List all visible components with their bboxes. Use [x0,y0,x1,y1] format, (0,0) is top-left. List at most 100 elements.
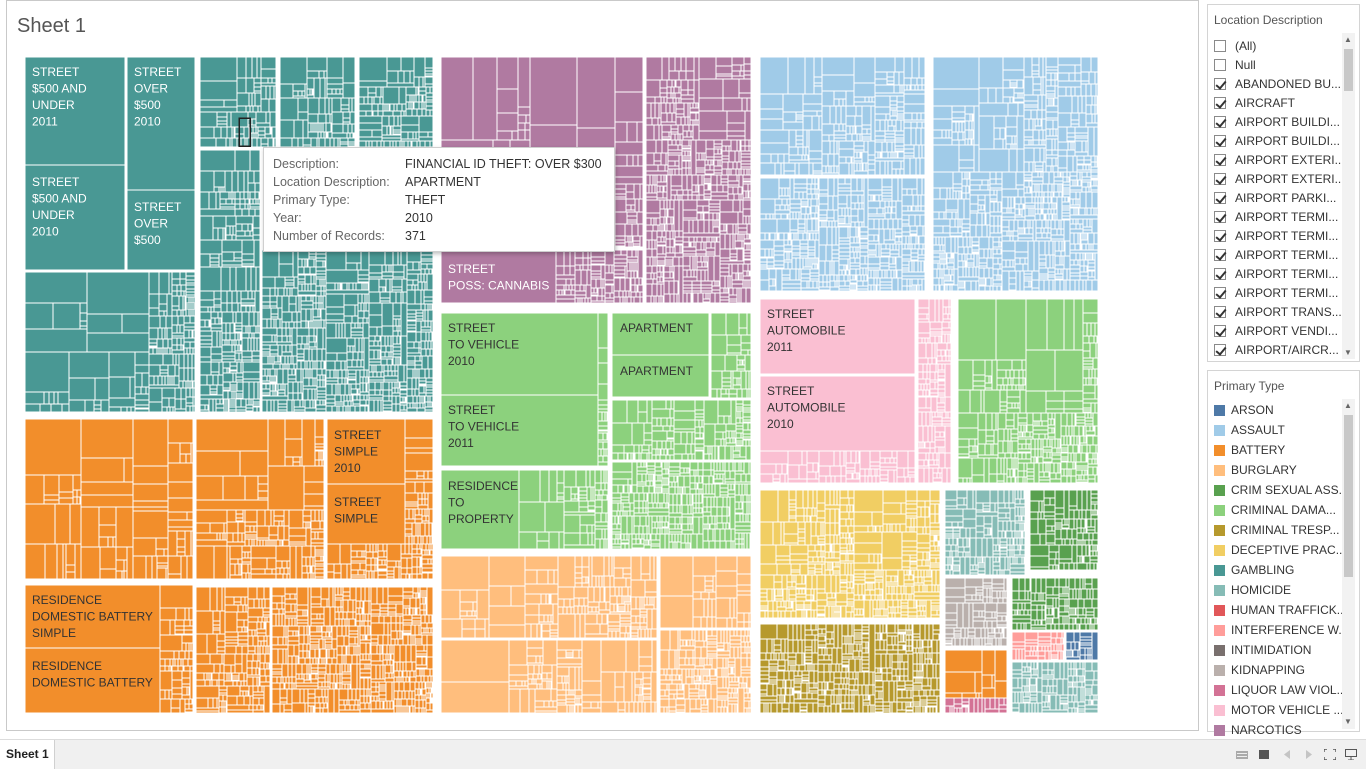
treemap-cell[interactable] [279,56,308,85]
treemap-cell[interactable] [738,92,752,99]
treemap-cell[interactable] [1045,111,1059,119]
treemap-cell[interactable] [623,484,629,494]
treemap-cell[interactable] [737,211,744,225]
treemap-cell[interactable] [949,218,956,228]
treemap-cell[interactable] [659,79,668,89]
treemap-cell[interactable] [472,56,498,141]
treemap-cell[interactable] [963,246,969,255]
treemap-cell[interactable] [687,79,695,91]
treemap-cell[interactable] [626,121,638,143]
treemap-cell[interactable] [247,290,253,300]
treemap-cell[interactable] [162,353,174,366]
treemap-cell[interactable] [1031,279,1040,289]
treemap-cell[interactable] [1016,148,1025,173]
treemap-cell[interactable] [1008,289,1017,292]
treemap-cell[interactable] [605,512,609,523]
treemap-cell[interactable] [235,223,243,232]
treemap-cell[interactable] [256,56,262,79]
treemap-cell[interactable] [174,387,182,400]
treemap-cell[interactable] [315,404,327,410]
treemap-cell[interactable] [992,268,999,276]
treemap-cell[interactable] [1041,94,1047,111]
treemap-cell[interactable] [1069,185,1083,191]
treemap-cell[interactable] [874,78,888,86]
treemap-cell[interactable] [694,443,705,449]
treemap-cell[interactable] [234,208,243,217]
treemap-cell[interactable] [218,361,224,376]
treemap-cell[interactable] [695,249,707,255]
treemap-cell[interactable] [108,351,136,378]
treemap-cell[interactable] [731,283,744,289]
treemap-cell[interactable] [1066,155,1074,173]
treemap-cell[interactable] [683,475,691,488]
treemap-cell[interactable] [126,189,196,271]
treemap-cell[interactable] [418,136,434,142]
treemap-cell[interactable] [1048,279,1054,292]
treemap-cell[interactable] [1014,251,1029,259]
treemap-cell[interactable] [231,137,238,148]
treemap-cell[interactable] [642,485,650,494]
treemap-cell[interactable] [406,364,416,370]
treemap-cell[interactable] [413,76,420,88]
treemap-cell[interactable] [604,284,613,294]
treemap-cell[interactable] [932,56,980,90]
treemap-cell[interactable] [261,395,289,401]
treemap-cell[interactable] [800,206,807,215]
treemap-cell[interactable] [293,399,301,408]
treemap-cell[interactable] [849,226,857,238]
treemap-cell[interactable] [367,96,373,105]
treemap-cell[interactable] [895,168,901,176]
treemap-cell[interactable] [1078,112,1087,128]
treemap-cell[interactable] [261,295,271,303]
treemap-cell[interactable] [315,399,321,406]
treemap-cell[interactable] [818,274,824,283]
treemap-cell[interactable] [661,473,670,479]
treemap-cell[interactable] [719,271,730,277]
treemap-cell[interactable] [989,183,1003,189]
treemap-cell[interactable] [386,56,402,72]
treemap-cell[interactable] [148,364,161,377]
treemap-cell[interactable] [1082,218,1088,228]
treemap-cell[interactable] [555,249,565,267]
treemap-cell[interactable] [802,110,818,117]
treemap-cell[interactable] [838,140,855,150]
treemap-cell[interactable] [235,230,246,237]
treemap-cell[interactable] [269,85,275,100]
treemap-cell[interactable] [867,218,875,230]
treemap-cell[interactable] [570,493,576,500]
treemap-cell[interactable] [682,269,688,278]
treemap-cell[interactable] [666,223,673,232]
treemap-cell[interactable] [867,159,876,165]
treemap-cell[interactable] [1002,69,1025,81]
treemap-cell[interactable] [775,268,783,292]
treemap-cell[interactable] [957,276,980,282]
treemap-cell[interactable] [639,515,647,527]
treemap-cell[interactable] [1023,192,1033,198]
treemap-cell[interactable] [656,417,662,427]
treemap-cell[interactable] [358,80,388,88]
treemap-cell[interactable] [342,123,349,134]
treemap-cell[interactable] [1008,277,1017,285]
treemap-cell[interactable] [297,258,303,268]
treemap-cell[interactable] [901,219,910,225]
treemap-cell[interactable] [625,198,636,206]
treemap-cell[interactable] [285,344,291,353]
treemap-cell[interactable] [770,153,779,164]
treemap-cell[interactable] [176,284,182,292]
treemap-cell[interactable] [735,428,744,434]
treemap-cell[interactable] [53,391,59,405]
treemap-cell[interactable] [48,391,55,405]
treemap-cell[interactable] [347,369,357,375]
treemap-cell[interactable] [818,281,824,288]
treemap-cell[interactable] [669,408,675,419]
treemap-cell[interactable] [682,241,690,248]
treemap-cell[interactable] [805,206,811,215]
treemap-cell[interactable] [406,289,416,305]
treemap-cell[interactable] [961,178,968,187]
treemap-cell[interactable] [260,77,269,84]
treemap-cell[interactable] [325,306,345,315]
treemap-cell[interactable] [1057,86,1067,97]
treemap-cell[interactable] [985,212,991,226]
treemap-cell[interactable] [183,341,191,349]
treemap-cell[interactable] [774,198,783,206]
